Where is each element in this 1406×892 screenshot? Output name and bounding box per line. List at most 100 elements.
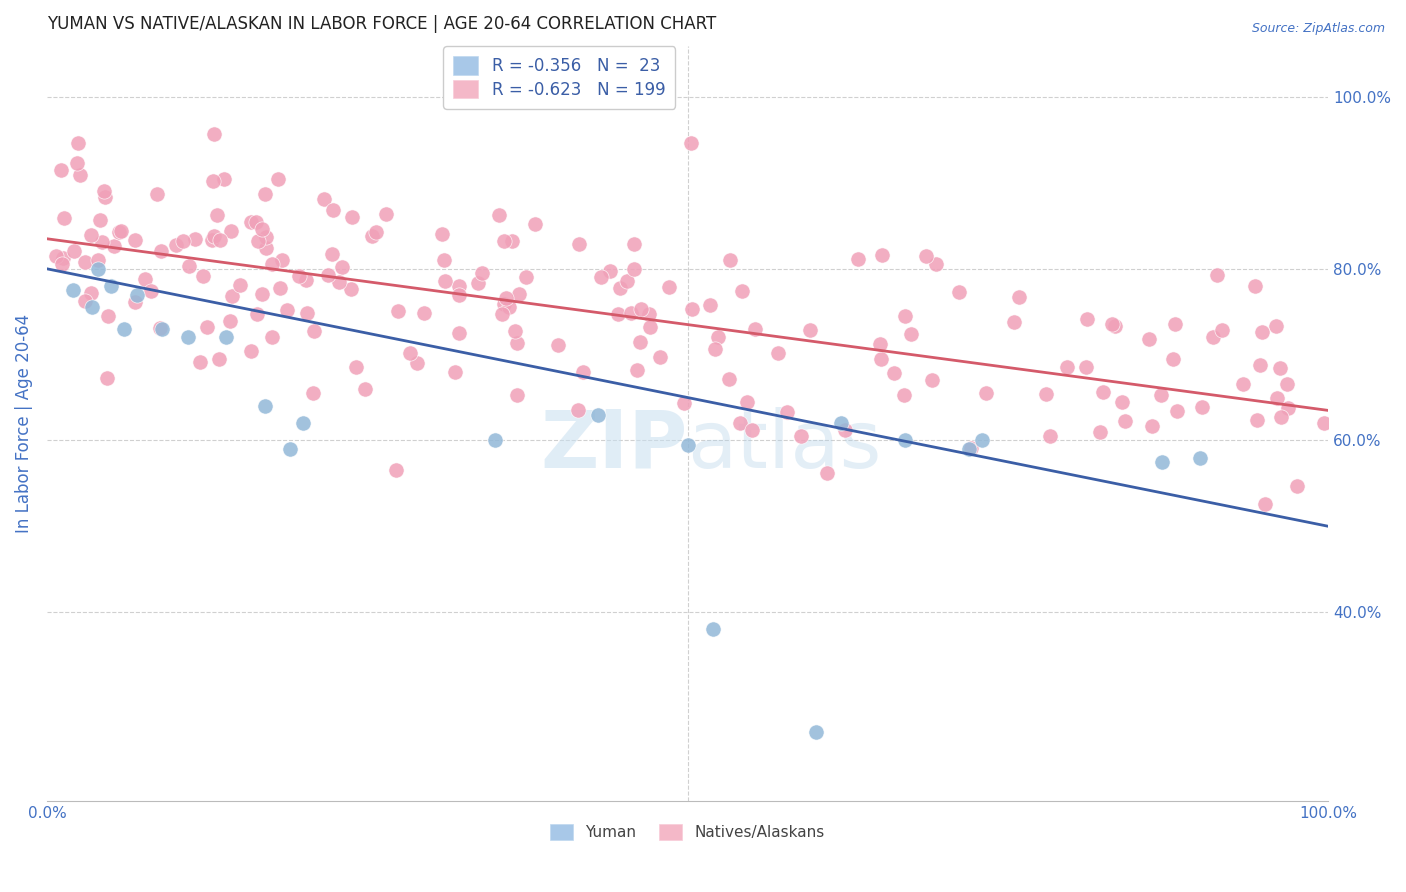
Point xyxy=(69,168,91,182)
Point xyxy=(703,342,725,356)
Point xyxy=(340,210,363,224)
Point xyxy=(87,261,110,276)
Point xyxy=(215,330,238,344)
Point xyxy=(915,249,938,263)
Point xyxy=(607,307,630,321)
Point xyxy=(681,302,703,317)
Point xyxy=(869,337,891,351)
Point xyxy=(547,338,569,352)
Point xyxy=(846,252,869,266)
Point xyxy=(150,322,173,336)
Point xyxy=(718,371,741,385)
Point xyxy=(321,246,343,260)
Point xyxy=(124,295,146,310)
Point xyxy=(1191,400,1213,414)
Point xyxy=(107,225,129,239)
Point xyxy=(1088,425,1111,439)
Point xyxy=(52,251,75,265)
Point xyxy=(449,288,471,302)
Point xyxy=(434,274,457,288)
Point xyxy=(1074,359,1097,374)
Point xyxy=(599,264,621,278)
Point xyxy=(640,319,662,334)
Point xyxy=(658,279,681,293)
Point xyxy=(894,309,917,323)
Point xyxy=(208,351,231,366)
Point xyxy=(1101,317,1123,331)
Point xyxy=(1265,391,1288,405)
Point xyxy=(1114,414,1136,428)
Point xyxy=(467,276,489,290)
Point xyxy=(66,156,89,170)
Point xyxy=(972,434,994,448)
Point xyxy=(260,257,283,271)
Point xyxy=(948,285,970,299)
Point xyxy=(302,324,325,338)
Point xyxy=(744,322,766,336)
Point xyxy=(240,215,263,229)
Point xyxy=(366,225,388,239)
Point xyxy=(254,241,277,255)
Point xyxy=(586,408,609,422)
Point xyxy=(1150,455,1173,469)
Point xyxy=(292,417,315,431)
Point xyxy=(648,350,671,364)
Point xyxy=(1142,419,1164,434)
Point xyxy=(139,285,162,299)
Point xyxy=(387,304,409,318)
Point xyxy=(702,622,724,636)
Point xyxy=(894,434,917,448)
Point xyxy=(679,136,702,150)
Text: atlas: atlas xyxy=(688,407,882,485)
Point xyxy=(191,268,214,283)
Point xyxy=(1254,497,1277,511)
Text: ZIP: ZIP xyxy=(540,407,688,485)
Point xyxy=(406,356,429,370)
Point xyxy=(45,249,67,263)
Point xyxy=(267,171,290,186)
Point xyxy=(506,388,529,402)
Point xyxy=(87,252,110,267)
Point xyxy=(707,329,730,343)
Point xyxy=(620,306,643,320)
Point xyxy=(201,174,224,188)
Point xyxy=(1137,332,1160,346)
Point xyxy=(638,307,661,321)
Text: YUMAN VS NATIVE/ALASKAN IN LABOR FORCE | AGE 20-64 CORRELATION CHART: YUMAN VS NATIVE/ALASKAN IN LABOR FORCE |… xyxy=(46,15,716,33)
Point xyxy=(278,442,301,456)
Legend: Yuman, Natives/Alaskans: Yuman, Natives/Alaskans xyxy=(544,818,831,847)
Point xyxy=(214,171,236,186)
Point xyxy=(699,298,721,312)
Point xyxy=(503,324,526,338)
Point xyxy=(976,386,998,401)
Point xyxy=(804,725,827,739)
Point xyxy=(269,281,291,295)
Point xyxy=(177,259,200,273)
Point xyxy=(295,306,318,320)
Point xyxy=(960,442,983,456)
Point xyxy=(501,235,523,249)
Point xyxy=(524,217,547,231)
Point xyxy=(134,272,156,286)
Point xyxy=(626,363,648,377)
Point xyxy=(799,323,821,337)
Point xyxy=(1285,479,1308,493)
Point xyxy=(834,423,856,437)
Point xyxy=(246,307,269,321)
Point xyxy=(1039,429,1062,443)
Point xyxy=(447,279,470,293)
Point xyxy=(672,396,695,410)
Point xyxy=(245,215,267,229)
Point xyxy=(872,248,894,262)
Point xyxy=(202,228,225,243)
Point xyxy=(49,163,72,178)
Point xyxy=(718,252,741,267)
Point xyxy=(94,190,117,204)
Point xyxy=(271,252,294,267)
Point xyxy=(494,297,516,311)
Point xyxy=(1164,317,1187,331)
Point xyxy=(247,234,270,248)
Point xyxy=(287,269,309,284)
Point xyxy=(149,320,172,334)
Point xyxy=(1150,388,1173,402)
